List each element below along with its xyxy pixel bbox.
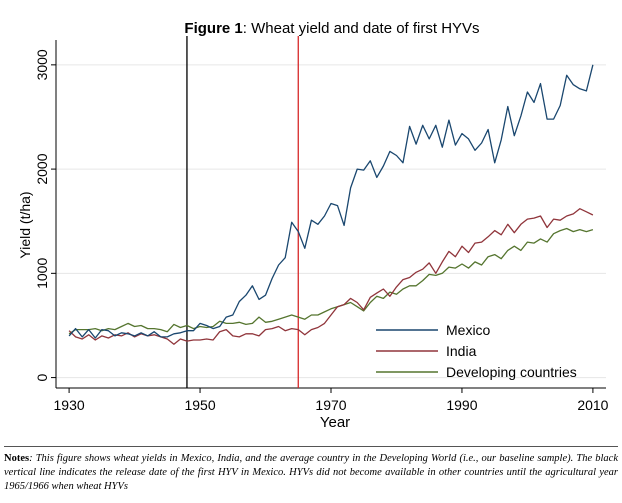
series-line-india xyxy=(68,208,594,345)
legend-label-india: India xyxy=(446,343,477,359)
notes-text: : This figure shows wheat yields in Mexi… xyxy=(4,453,618,492)
y-tick-label-0: 0 xyxy=(34,373,50,381)
series-line-mexico xyxy=(68,64,594,339)
chart-title-bold: Figure 1 xyxy=(184,20,242,37)
notes-label: Notes xyxy=(4,453,30,464)
x-tick-label-1950: 1950 xyxy=(184,397,215,413)
legend-label-mexico: Mexico xyxy=(446,322,491,338)
figure-notes: Notes: This figure shows wheat yields in… xyxy=(4,452,618,494)
chart-title-rest: : Wheat yield and date of first HYVs xyxy=(243,20,480,37)
series-lines xyxy=(68,64,594,345)
x-tick-label-1970: 1970 xyxy=(315,397,346,413)
y-tick-label-3000: 3000 xyxy=(34,49,50,80)
series-line-developing-countries xyxy=(68,227,594,335)
legend-label-developing-countries: Developing countries xyxy=(446,364,577,380)
y-tick-label-1000: 1000 xyxy=(34,258,50,289)
y-tick-label-2000: 2000 xyxy=(34,153,50,184)
chart-title: Figure 1: Wheat yield and date of first … xyxy=(184,20,479,37)
axes: 0 1000 2000 3000 1930 1950 1970 1990 2010 xyxy=(34,40,609,413)
grid-lines xyxy=(56,64,606,379)
x-tick-label-1990: 1990 xyxy=(446,397,477,413)
legend: Mexico India Developing countries xyxy=(376,322,577,380)
x-tick-label-2010: 2010 xyxy=(577,397,608,413)
x-axis-label: Year xyxy=(320,414,350,431)
y-axis-label: Yield (t/ha) xyxy=(17,191,33,258)
notes-separator xyxy=(4,446,618,447)
x-tick-label-1930: 1930 xyxy=(54,397,85,413)
